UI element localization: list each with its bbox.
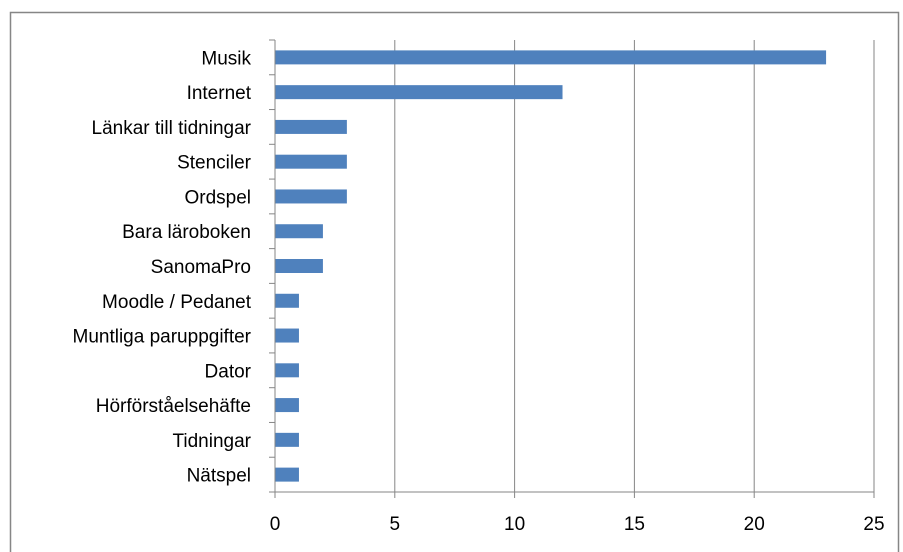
category-label: Stenciler xyxy=(177,153,252,174)
category-label: Nätspel xyxy=(187,466,251,487)
category-label: Tidningar xyxy=(172,431,251,452)
bar-12 xyxy=(275,467,299,482)
bar-1 xyxy=(275,85,563,100)
bar-0 xyxy=(275,50,827,65)
bar-9 xyxy=(275,363,299,378)
bar-5 xyxy=(275,224,323,239)
bar-8 xyxy=(275,328,299,343)
gridlines xyxy=(394,40,875,492)
x-tick-label: 10 xyxy=(504,514,525,535)
x-tick-label: 25 xyxy=(863,514,884,535)
category-label: Musik xyxy=(201,48,251,69)
category-label: Internet xyxy=(187,83,252,104)
category-label: Ordspel xyxy=(184,187,251,208)
x-tick-labels: 0 5 10 15 20 25 xyxy=(270,514,885,535)
category-label: Muntliga paruppgifter xyxy=(73,327,252,348)
axes xyxy=(269,39,875,498)
x-tick-label: 5 xyxy=(390,514,401,535)
bar-10 xyxy=(275,398,299,413)
category-label: Dator xyxy=(205,361,252,382)
x-tick-label: 0 xyxy=(270,514,281,535)
category-label: Moodle / Pedanet xyxy=(102,292,252,313)
bar-6 xyxy=(275,259,323,273)
bar-11 xyxy=(275,432,299,447)
x-tick-label: 15 xyxy=(624,514,645,535)
category-label: Hörförståelsehäfte xyxy=(96,396,251,417)
x-tick-label: 20 xyxy=(744,514,765,535)
bar-4 xyxy=(275,189,347,204)
category-label: SanomaPro xyxy=(151,257,251,278)
bars xyxy=(275,50,827,482)
category-labels: Musik Internet Länkar till tidningar Stenci… xyxy=(73,48,252,486)
chart-border xyxy=(9,11,900,552)
bar-7 xyxy=(275,293,299,308)
bar-2 xyxy=(275,119,347,134)
category-label: Bara läroboken xyxy=(122,222,251,243)
category-label: Länkar till tidningar xyxy=(92,118,252,139)
bar-3 xyxy=(275,154,347,169)
